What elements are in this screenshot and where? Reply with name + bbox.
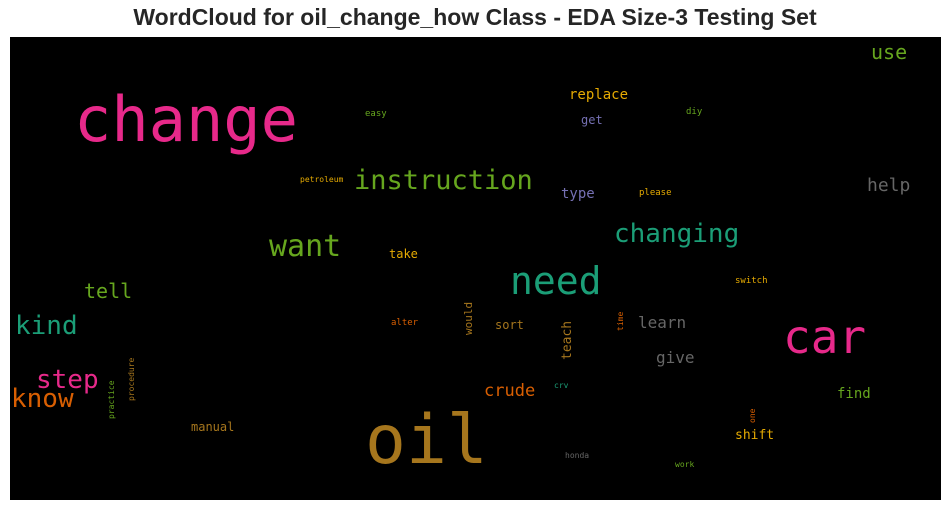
word-car: car — [783, 310, 867, 364]
word-changing: changing — [614, 219, 740, 249]
word-one: one — [748, 408, 757, 423]
word-procedure: procedure — [127, 357, 136, 401]
word-would: would — [462, 301, 475, 335]
word-time: time — [616, 311, 625, 331]
word-take: take — [389, 247, 418, 261]
page-title: WordCloud for oil_change_how Class - EDA… — [133, 4, 817, 30]
word-tell: tell — [84, 279, 133, 303]
word-please: please — [639, 188, 672, 198]
word-replace: replace — [569, 87, 629, 103]
word-diy: diy — [686, 107, 703, 117]
word-work: work — [675, 460, 695, 469]
word-need: need — [510, 259, 602, 303]
word-alter: alter — [391, 318, 419, 328]
word-oil: oil — [365, 401, 488, 480]
word-find: find — [837, 386, 871, 402]
word-practice: practice — [107, 380, 116, 419]
word-sort: sort — [495, 318, 524, 332]
word-change: change — [74, 83, 298, 156]
word-manual: manual — [191, 420, 235, 434]
word-step: step — [36, 365, 99, 395]
word-know: know — [11, 384, 74, 414]
word-easy: easy — [365, 109, 387, 119]
word-cloud: change oil car need instruction want cha… — [10, 37, 941, 500]
word-crv: crv — [554, 381, 569, 390]
word-type: type — [561, 186, 595, 202]
word-give: give — [656, 348, 695, 367]
word-use: use — [871, 40, 908, 64]
word-honda: honda — [565, 451, 590, 460]
word-teach: teach — [560, 320, 575, 360]
word-learn: learn — [638, 313, 687, 332]
word-instruction: instruction — [354, 165, 533, 196]
word-help: help — [867, 175, 911, 196]
word-get: get — [581, 113, 603, 127]
word-kind: kind — [15, 311, 78, 341]
word-shift: shift — [735, 428, 775, 443]
word-want: want — [269, 229, 342, 264]
word-petroleum: petroleum — [300, 175, 344, 184]
word-crude: crude — [484, 381, 536, 401]
word-switch: switch — [735, 276, 768, 286]
